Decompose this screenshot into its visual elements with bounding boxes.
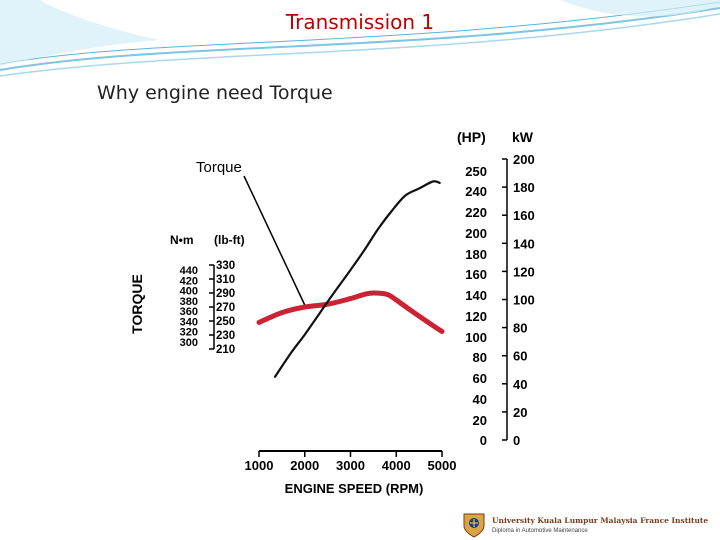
hp-tick-label: 180 [465,247,487,262]
hp-tick-label: 40 [473,392,487,407]
nm-tick-label: 300 [180,337,198,349]
torque-callout-label: Torque [196,159,242,176]
nm-tick-label: 320 [180,327,198,339]
hp-tick-label: 0 [480,433,487,448]
x-tick-label: 4000 [382,458,411,473]
hp-tick-label: 20 [473,413,487,428]
hp-tick-label: 120 [465,309,487,324]
lbft-tick-label: 210 [216,344,235,356]
kw-tick-label: 40 [513,377,527,392]
nm-tick-label: 400 [180,286,198,298]
kw-tick-label: 160 [513,208,535,223]
hp-tick-label: 140 [465,288,487,303]
hp-unit-label: (HP) [457,129,486,145]
slide-title: Transmission 1 [285,10,435,34]
x-tick-label: 2000 [290,458,319,473]
hp-tick-label: 250 [465,164,487,179]
kw-tick-label: 80 [513,321,527,336]
x-tick-label: 1000 [245,458,274,473]
lbft-tick-label: 230 [216,330,235,342]
hp-tick-label: 160 [465,267,487,282]
nm-unit-label: N•m [170,233,194,247]
torque-callout-leader [243,175,306,306]
nm-tick-label: 440 [180,265,198,277]
hp-tick-label: 200 [465,226,487,241]
lbft-tick-label: 310 [216,274,235,286]
kw-tick-label: 120 [513,264,535,279]
torque-curve-line [256,290,445,334]
kw-tick-label: 200 [513,152,535,167]
lbft-tick-label: 270 [216,302,235,314]
lbft-tick-label: 290 [216,288,235,300]
footer-diploma: Diploma in Automotive Maintenance [492,528,588,534]
power-curve-line [273,180,441,378]
kw-tick-label: 20 [513,405,527,420]
x-tick-label: 5000 [428,458,457,473]
kw-tick-label: 180 [513,180,535,195]
nm-tick-label: 340 [180,316,198,328]
lbft-tick-label: 250 [216,316,235,328]
x-tick-label: 3000 [336,458,365,473]
nm-tick-label: 420 [180,275,198,287]
header-decoration [0,0,720,77]
hp-tick-label: 80 [473,350,487,365]
kw-tick-label: 140 [513,236,535,251]
torque-axis-title: TORQUE [129,274,145,334]
kw-tick-label: 100 [513,293,535,308]
university-crest-icon [463,513,485,538]
kw-tick-label: 0 [513,433,520,448]
lbft-unit-label: (lb-ft) [214,233,245,247]
kw-unit-label: kW [512,129,534,145]
footer-institute: University Kuala Lumpur Malaysia France … [492,516,709,525]
x-axis-title: ENGINE SPEED (RPM) [285,481,424,496]
nm-tick-label: 380 [180,296,198,308]
slide-subtitle: Why engine need Torque [97,82,333,104]
kw-tick-label: 60 [513,349,527,364]
hp-tick-label: 240 [465,184,487,199]
hp-tick-label: 220 [465,205,487,220]
lbft-tick-label: 330 [216,260,235,272]
footer: University Kuala Lumpur Malaysia France … [462,510,720,540]
engine-curve-chart: 1000 2000 3000 4000 5000 ENGINE SPEED (RPM) 20… [114,114,576,504]
hp-tick-label: 60 [473,371,487,386]
nm-tick-label: 360 [180,306,198,318]
hp-tick-label: 100 [465,330,487,345]
